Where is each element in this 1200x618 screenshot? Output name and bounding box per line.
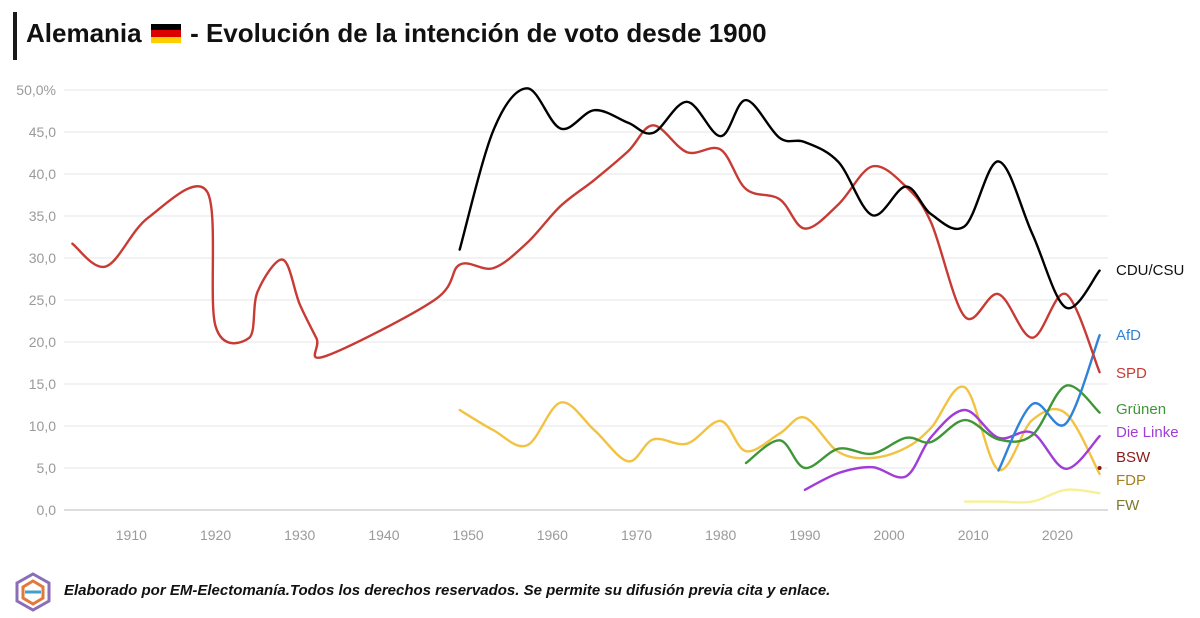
- series-point-bsw: [1097, 466, 1102, 470]
- x-tick-label: 2010: [958, 527, 989, 543]
- y-tick-label: 15,0: [29, 376, 56, 392]
- series-line-fw: [963, 488, 1101, 504]
- series-label-fw: FW: [1116, 497, 1140, 514]
- series-label-gr-nen: Grünen: [1116, 401, 1166, 418]
- series-label-die-linke: Die Linke: [1116, 424, 1179, 441]
- page-title: Alemania - Evolución de la intención de …: [26, 18, 767, 49]
- y-tick-label: 10,0: [29, 418, 56, 434]
- em-electomania-logo-icon: [15, 572, 51, 612]
- y-tick-label: 20,0: [29, 334, 56, 350]
- series-label-cdu-csu: CDU/CSU: [1116, 262, 1184, 279]
- title-country: Alemania: [26, 18, 142, 48]
- footer-credit: Elaborado por EM-Electomanía.Todos los d…: [64, 582, 831, 599]
- series-line-gr-nen: [744, 384, 1101, 470]
- y-tick-label: 45,0: [29, 124, 56, 140]
- series-label-afd: AfD: [1116, 327, 1141, 344]
- x-tick-label: 1990: [789, 527, 820, 543]
- series-line-spd: [71, 124, 1101, 374]
- series-label-spd: SPD: [1116, 365, 1147, 382]
- x-tick-label: 1920: [200, 527, 231, 543]
- x-tick-label: 1950: [453, 527, 484, 543]
- x-tick-label: 2000: [874, 527, 905, 543]
- y-tick-label: 35,0: [29, 208, 56, 224]
- x-tick-label: 1930: [284, 527, 315, 543]
- series-line-afd: [997, 334, 1101, 472]
- y-tick-label: 0,0: [37, 502, 57, 518]
- title-accent-bar: [13, 12, 17, 60]
- x-tick-label: 1980: [705, 527, 736, 543]
- x-tick-label: 1910: [116, 527, 147, 543]
- y-tick-label: 5,0: [37, 460, 57, 476]
- germany-flag-icon: [150, 24, 181, 43]
- title-text: - Evolución de la intención de voto desd…: [190, 18, 767, 48]
- series-label-fdp: FDP: [1116, 472, 1146, 489]
- y-tick-label: 30,0: [29, 250, 56, 266]
- y-tick-label: 25,0: [29, 292, 56, 308]
- x-tick-label: 1940: [368, 527, 399, 543]
- series-label-bsw: BSW: [1116, 449, 1151, 466]
- series-line-cdu-csu: [458, 87, 1101, 310]
- x-tick-label: 1970: [621, 527, 652, 543]
- x-tick-label: 2020: [1042, 527, 1073, 543]
- y-tick-label: 50,0%: [16, 82, 56, 98]
- series-line-die-linke: [803, 408, 1101, 491]
- series-line-fdp: [458, 385, 1101, 476]
- y-tick-label: 40,0: [29, 166, 56, 182]
- x-tick-label: 1960: [537, 527, 568, 543]
